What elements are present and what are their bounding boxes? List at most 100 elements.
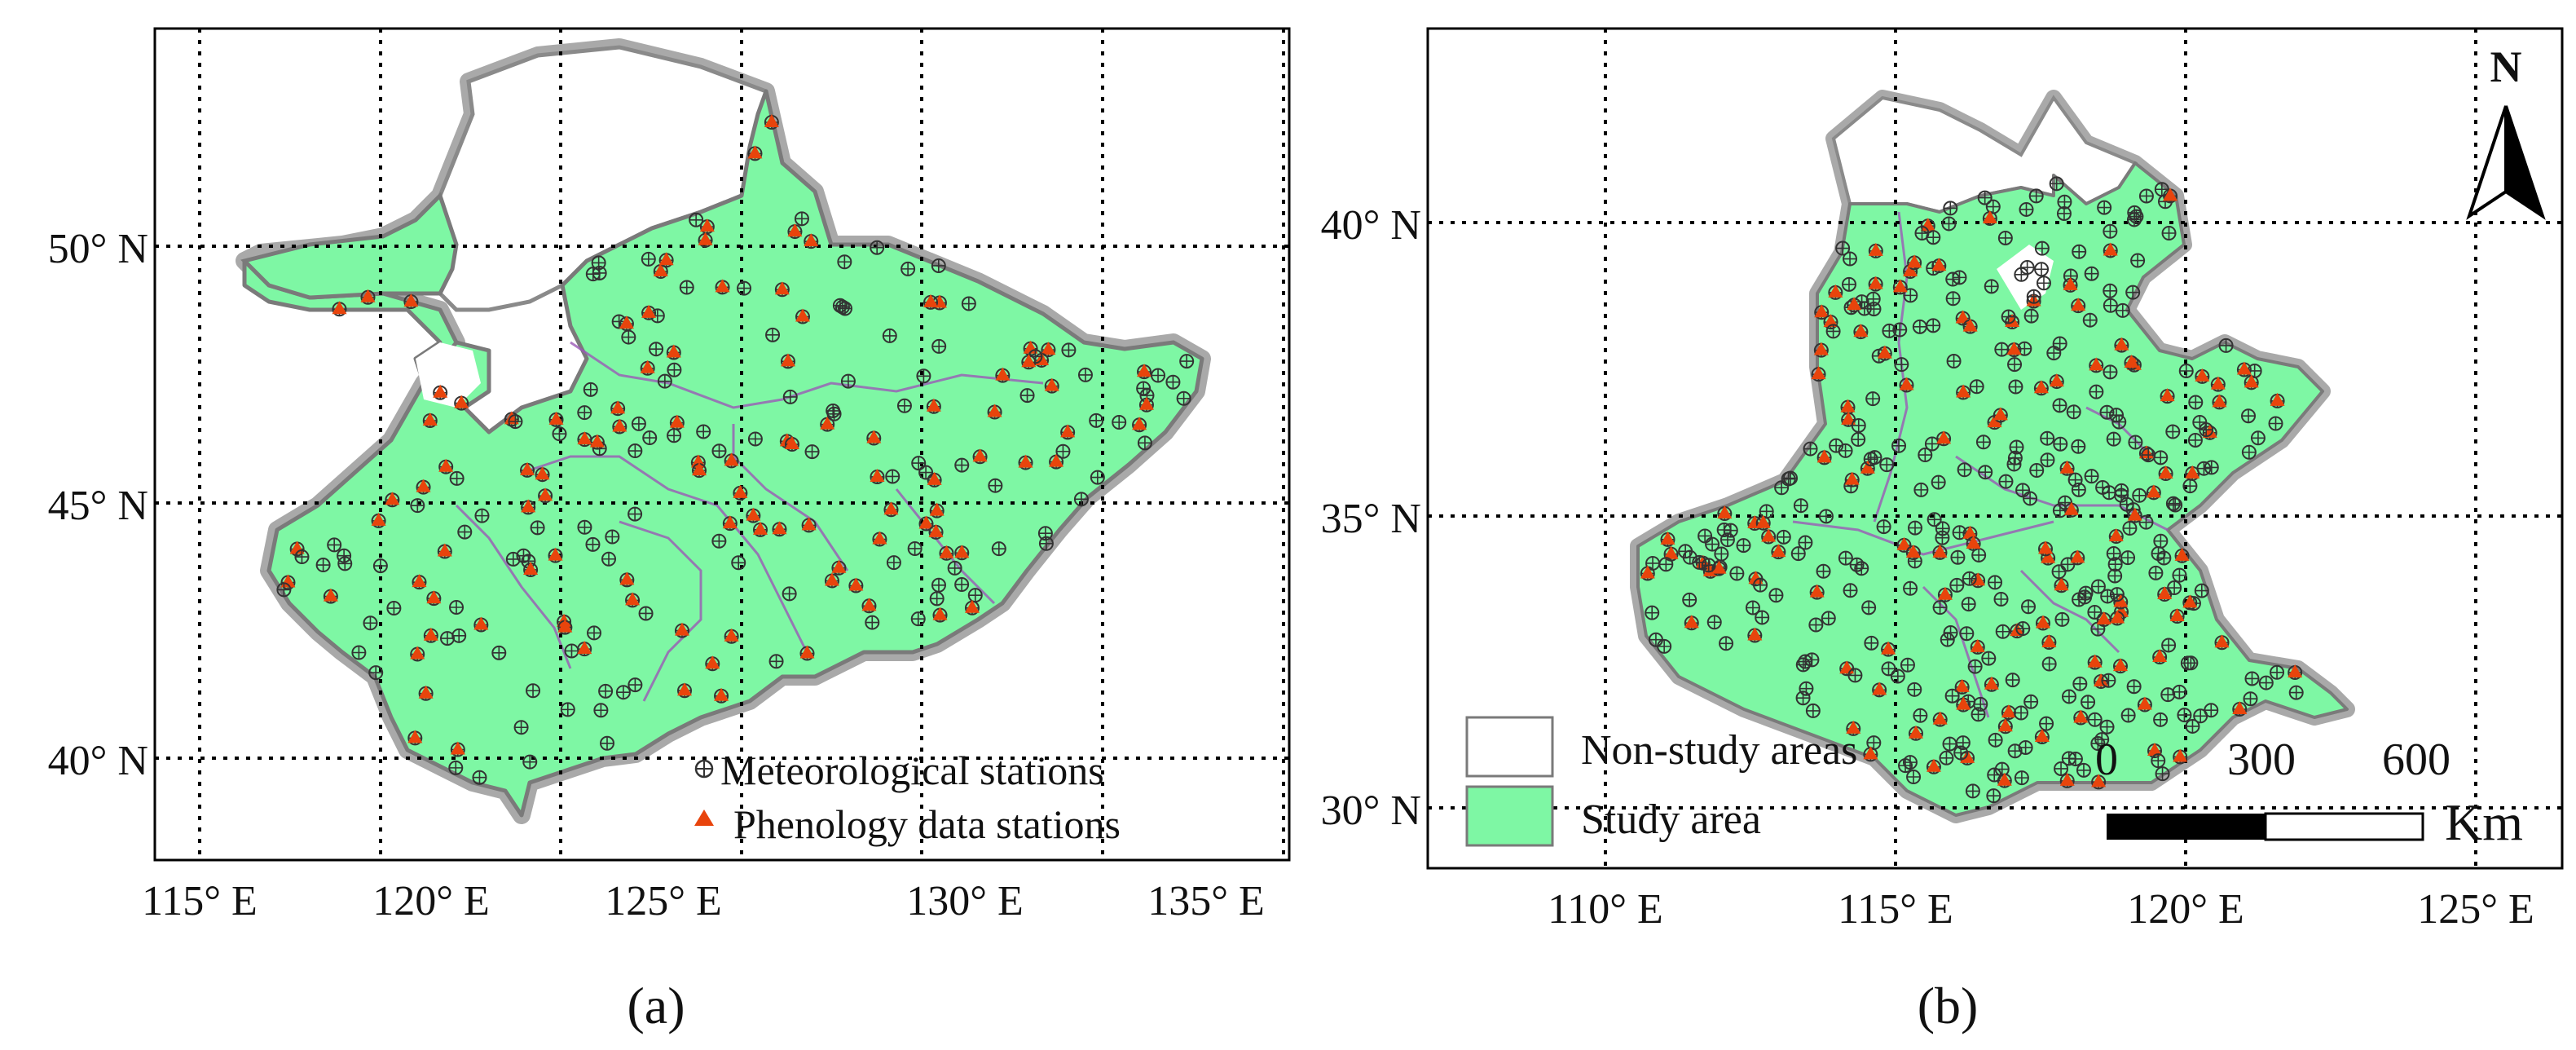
station-marker: [612, 418, 627, 435]
station-marker: [1132, 417, 1147, 433]
panel-b-xtick-120: 120° E: [2127, 886, 2244, 933]
station-marker: [2078, 585, 2094, 601]
station-marker: [627, 506, 643, 522]
station-marker: [667, 428, 682, 443]
station-marker: [1847, 297, 1862, 313]
station-marker: [2063, 276, 2078, 293]
panel-a-legend: Meteorological stations Phenology data s…: [694, 748, 1121, 847]
station-marker: [1997, 230, 2013, 245]
station-marker: [1840, 399, 1856, 415]
station-marker: [2126, 212, 2142, 227]
station-marker: [2153, 712, 2169, 727]
station-marker: [711, 443, 727, 459]
station-marker: [918, 515, 934, 532]
station-marker: [625, 592, 641, 608]
station-marker: [1640, 565, 1655, 581]
station-marker: [669, 414, 685, 430]
study-legend-swatch: [1465, 785, 1554, 847]
station-marker: [689, 212, 704, 227]
station-marker: [2178, 364, 2194, 379]
station-marker: [2097, 200, 2112, 215]
station-marker: [2138, 188, 2154, 204]
station-marker: [2063, 501, 2079, 518]
station-marker: [2108, 528, 2124, 545]
station-marker: [621, 329, 636, 345]
scale-bar: 0 300 600 Km: [2095, 735, 2523, 851]
station-marker: [2183, 655, 2199, 671]
station-marker: [585, 536, 601, 552]
station-marker: [2243, 691, 2258, 707]
station-marker: [784, 436, 799, 452]
panel-a-ytick-50: 50° N: [48, 226, 148, 272]
station-marker: [2049, 373, 2064, 390]
station-marker: [1892, 322, 1908, 338]
station-marker: [1867, 450, 1882, 465]
station-marker: [1998, 474, 2014, 489]
station-marker: [1089, 412, 1104, 428]
panel-b-ytick-35: 35° N: [1321, 496, 1421, 542]
station-marker: [2103, 283, 2118, 298]
station-marker: [724, 452, 739, 469]
station-marker: [967, 588, 983, 603]
station-marker: [449, 470, 465, 486]
station-marker: [1753, 577, 1768, 593]
station-marker: [1924, 436, 1940, 452]
station-marker: [1176, 390, 1191, 406]
station-marker: [1684, 615, 1699, 631]
station-marker: [2084, 266, 2099, 281]
station-marker: [520, 461, 535, 478]
station-marker: [2071, 439, 2086, 454]
station-marker: [1808, 617, 1824, 633]
station-marker: [1838, 443, 1853, 458]
station-marker: [826, 406, 842, 421]
station-marker: [2158, 465, 2173, 482]
station-marker: [615, 685, 631, 700]
station-marker: [1136, 381, 1151, 396]
station-marker: [939, 545, 954, 561]
station-marker: [1720, 532, 1735, 548]
station-marker: [2059, 460, 2075, 476]
station-marker: [2001, 309, 2016, 324]
station-marker: [1060, 424, 1076, 440]
station-marker: [774, 281, 790, 298]
station-marker: [1906, 770, 1922, 785]
scale-bar-black: [2107, 814, 2266, 840]
station-marker: [522, 754, 538, 770]
station-marker: [2106, 546, 2121, 562]
station-marker: [724, 628, 739, 644]
station-marker: [870, 468, 885, 484]
station-marker: [1771, 544, 1786, 560]
station-marker: [2103, 298, 2118, 313]
station-marker: [1946, 354, 1962, 369]
panel-b-xtick-110: 110° E: [1548, 886, 1663, 933]
station-marker: [780, 353, 795, 369]
station-marker: [2051, 564, 2067, 580]
station-marker: [1943, 201, 1958, 216]
station-marker: [2156, 550, 2172, 566]
station-marker: [804, 444, 820, 460]
station-marker: [794, 211, 809, 227]
panel-a-graticule: [155, 29, 1289, 860]
station-marker: [2014, 705, 2029, 721]
station-marker: [2244, 671, 2260, 686]
station-marker: [882, 328, 897, 343]
station-marker: [991, 541, 1006, 557]
station-marker: [1838, 550, 1853, 566]
station-marker: [1851, 417, 1866, 433]
station-marker: [927, 471, 942, 488]
panel-a-map: 50° N 45° N 40° N 115° E 120° E 125° E 1…: [48, 27, 1291, 1035]
station-marker: [1798, 535, 1813, 550]
panel-a-ytick-45: 45° N: [48, 483, 148, 529]
station-marker: [2019, 260, 2035, 276]
station-marker: [954, 457, 970, 473]
station-marker: [2153, 450, 2169, 465]
station-marker: [1716, 522, 1732, 537]
station-marker: [698, 232, 713, 248]
station-marker: [2160, 687, 2176, 703]
station-marker: [1846, 720, 1861, 736]
station-marker: [1658, 557, 1674, 572]
station-marker: [1717, 505, 1733, 522]
station-marker: [2155, 766, 2170, 782]
station-marker: [2015, 483, 2031, 498]
station-marker: [2034, 728, 2050, 744]
